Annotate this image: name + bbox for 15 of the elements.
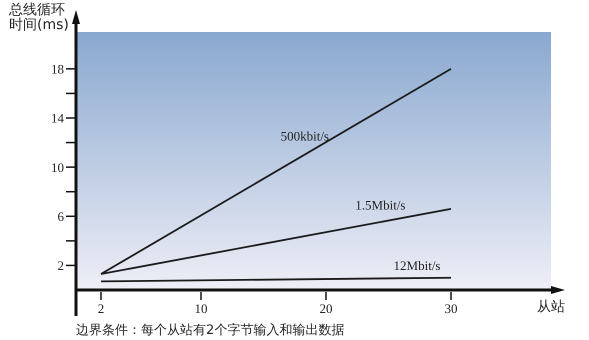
y-tick-label: 2 <box>58 258 64 274</box>
y-tick-label: 14 <box>51 110 64 126</box>
text: 边界条件：每个从站有2个字节输入和输出数据 <box>76 322 344 338</box>
x-tick-label: 10 <box>194 301 208 316</box>
y-tick-label: 18 <box>51 61 64 76</box>
series-label: 500kbit/s <box>280 128 329 144</box>
x-tick-label: 2 <box>98 301 104 316</box>
y-axis-title: 总线循环时间(ms) <box>8 2 69 33</box>
x-axis-title: 从站 <box>537 299 565 315</box>
series-label: 1.5Mbit/s <box>355 197 406 212</box>
y-tick-label: 6 <box>58 208 64 224</box>
y-tick-label: 10 <box>51 160 64 175</box>
x-tick-label: 30 <box>444 301 458 316</box>
series-label: 12Mbit/s <box>394 258 440 273</box>
x-tick-label: 20 <box>320 301 332 316</box>
